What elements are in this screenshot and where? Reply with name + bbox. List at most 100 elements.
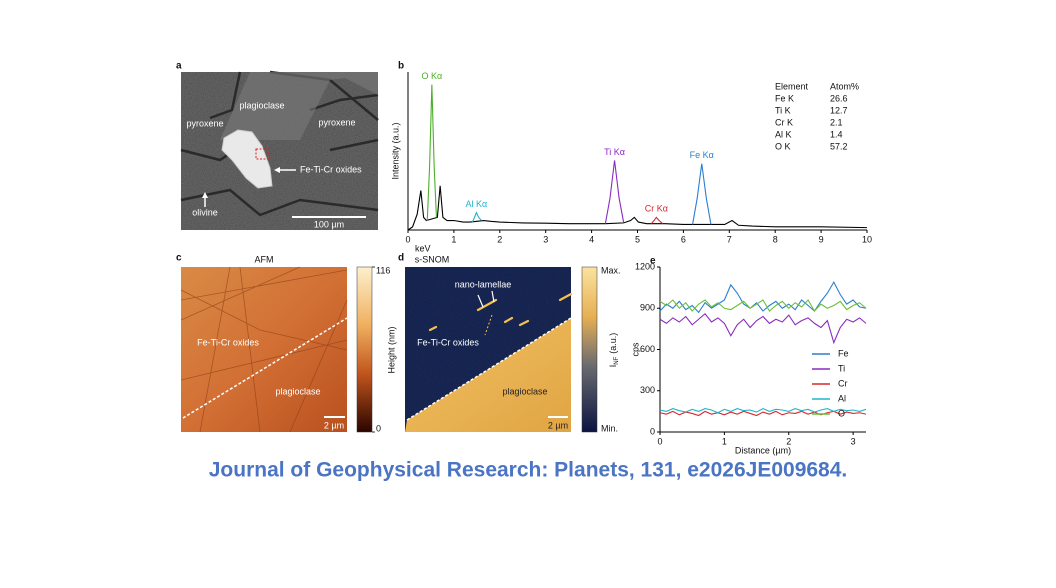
x-axis-label: keV: [415, 243, 431, 253]
annotation: olivine: [192, 207, 218, 217]
annotation: pyroxene: [186, 118, 223, 128]
x-tick-label: 2: [786, 436, 791, 446]
label-sub: NF: [614, 356, 620, 364]
x-tick-label: 2: [497, 234, 502, 244]
scale-label: 100 µm: [314, 219, 344, 229]
annotation: plagioclase: [275, 386, 320, 396]
y-tick-label: 900: [640, 303, 655, 313]
annotation: Fe-Ti-Cr oxides: [417, 337, 479, 347]
x-tick-label: 9: [819, 234, 824, 244]
spectrum-line: [407, 185, 868, 231]
label-main: I: [608, 365, 618, 368]
colorbar-min: Min.: [601, 423, 618, 433]
x-tick-label: 4: [589, 234, 594, 244]
y-axis-label: cps: [630, 342, 640, 357]
x-tick-label: 7: [727, 234, 732, 244]
label-unit: (a.u.): [608, 333, 618, 354]
peak-label: Al Kα: [466, 199, 488, 209]
peak-line: [692, 163, 712, 225]
annotation: Fe-Ti-Cr oxides: [300, 164, 362, 174]
panel-d: d s-SNOM nano-lamellae Fe-Ti-Cr oxides p…: [398, 253, 621, 434]
peak-label: Fe Kα: [690, 150, 714, 160]
panel-label: d: [398, 253, 404, 264]
panel-title: s-SNOM: [415, 254, 450, 264]
panel-label: e: [650, 256, 656, 267]
peak-label: O Kα: [422, 71, 443, 81]
boundary: [406, 317, 572, 421]
series-line: [659, 299, 867, 312]
plagioclase-region: [220, 72, 378, 140]
panel-label: a: [176, 61, 182, 72]
legend-label: Fe: [838, 348, 849, 358]
colorbar: [356, 266, 373, 433]
y-tick-label: 0: [650, 426, 655, 436]
x-tick-label: 5: [635, 234, 640, 244]
table-cell: Ti K: [775, 105, 791, 115]
annotation: plagioclase: [239, 100, 284, 110]
peak-line: [426, 84, 438, 221]
series-line: [659, 312, 867, 345]
series-line: [659, 280, 867, 314]
boundary: [182, 317, 348, 419]
legend-label: Cr: [838, 378, 848, 388]
table-cell: 2.1: [830, 117, 843, 127]
series-line: [659, 410, 867, 417]
panel-c: c AFM Fe-Ti-Cr oxides plagioclase 2 µm H…: [176, 253, 396, 433]
scratches: [180, 266, 348, 433]
x-tick-label: 3: [851, 436, 856, 446]
colorbar-tick-label: 116: [376, 265, 390, 275]
legend-label: Al: [838, 393, 846, 403]
peak-line: [604, 160, 625, 224]
colorbar-tick-label: 0: [376, 423, 381, 433]
y-tick-label: 600: [640, 344, 655, 354]
arrowhead: [202, 192, 208, 198]
arrowhead: [274, 167, 280, 173]
x-tick-label: 0: [657, 436, 662, 446]
citation: Journal of Geophysical Research: Planets…: [209, 459, 848, 482]
plagioclase-region: [405, 318, 571, 432]
annotation: Fe-Ti-Cr oxides: [197, 337, 259, 347]
table-cell: Fe K: [775, 93, 794, 103]
x-tick-label: 0: [405, 234, 410, 244]
scale-label: 2 µm: [324, 420, 344, 430]
table-header: Element: [775, 81, 809, 91]
colorbar-label: Height (nm): [386, 326, 396, 373]
table-cell: 57.2: [830, 141, 848, 151]
series-line: [659, 408, 867, 414]
x-tick-label: 6: [681, 234, 686, 244]
y-tick-label: 1200: [635, 261, 655, 271]
x-tick-label: 1: [722, 436, 727, 446]
afm-image: [181, 267, 347, 432]
panel-label: b: [398, 61, 404, 72]
scale-label: 2 µm: [548, 420, 568, 430]
leader: [484, 314, 493, 336]
oxide-grain: [221, 129, 273, 189]
legend-label: Ti: [838, 363, 845, 373]
peak-label: Cr Kα: [645, 204, 668, 214]
peak-label: Ti Kα: [604, 147, 625, 157]
table-cell: 26.6: [830, 93, 848, 103]
table-header: Atom%: [830, 81, 859, 91]
x-tick-label: 8: [773, 234, 778, 244]
colorbar-max: Max.: [601, 265, 621, 275]
arrows: [477, 290, 495, 308]
annotation: plagioclase: [502, 386, 547, 396]
x-tick-label: 10: [862, 234, 872, 244]
annotation: pyroxene: [318, 117, 355, 127]
panel-label: c: [176, 253, 182, 264]
x-axis-label: Distance (µm): [735, 445, 791, 455]
panel-a: a plagioclase pyroxene pyroxene Fe-Ti-Cr…: [176, 61, 379, 230]
table-cell: O K: [775, 141, 791, 151]
x-tick-label: 1: [451, 234, 456, 244]
colorbar: [581, 266, 598, 433]
y-tick-label: 300: [640, 385, 655, 395]
table-cell: Cr K: [775, 117, 793, 127]
x-tick-label: 3: [543, 234, 548, 244]
table-cell: 12.7: [830, 105, 848, 115]
peak-line: [650, 216, 664, 225]
table-cell: Al K: [775, 129, 792, 139]
lamellae: [428, 292, 573, 332]
panel-title: AFM: [255, 254, 274, 264]
roi-box: [255, 148, 269, 160]
